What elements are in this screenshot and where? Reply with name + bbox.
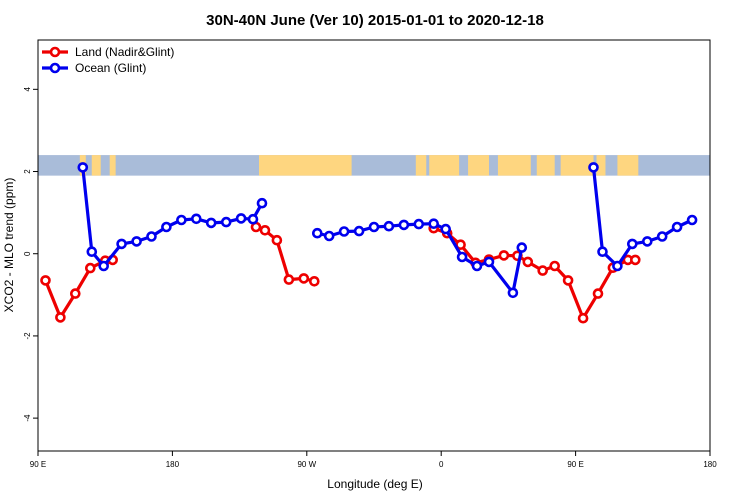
data-point-land [85, 262, 96, 274]
data-point-ocean [116, 238, 127, 250]
data-point-land [498, 250, 510, 261]
x-tick-label: 90 W [297, 460, 316, 469]
data-point-ocean [383, 220, 395, 232]
map-land-patch [596, 155, 606, 176]
legend-marker-ocean [49, 62, 61, 74]
map-ocean [38, 155, 710, 176]
data-point-ocean [413, 218, 425, 230]
data-point-ocean [86, 246, 98, 257]
x-tick-label: 180 [703, 460, 717, 469]
data-point-ocean [398, 219, 410, 231]
data-point-land [298, 273, 310, 284]
series-line-ocean [81, 167, 264, 268]
series-line-ocean [591, 167, 693, 268]
y-tick-label: -4 [23, 414, 32, 422]
data-point-ocean [507, 287, 519, 299]
plot-frame [37, 39, 711, 452]
legend-item-land: Land (Nadir&Glint) [42, 45, 174, 59]
data-point-land [70, 288, 81, 299]
data-point-ocean [311, 227, 323, 239]
map-land-patch [617, 155, 639, 176]
x-axis-label: Longitude (deg E) [327, 477, 422, 491]
data-point-ocean [456, 251, 468, 263]
legend-item-ocean: Ocean (Glint) [42, 61, 146, 75]
data-point-land [562, 275, 574, 286]
data-point-ocean [353, 225, 365, 237]
map-land-patch [536, 155, 555, 176]
y-tick-label: 4 [23, 87, 32, 92]
y-tick-label: 0 [23, 251, 32, 256]
data-point-ocean [516, 242, 528, 253]
data-point-ocean [440, 223, 452, 235]
axes-layer: 90 E 180 90 W 0 90 E 180 -4 -2 0 2 4 [23, 39, 717, 469]
x-tick-label: 0 [439, 460, 444, 469]
data-point-ocean [428, 218, 440, 229]
data-point-ocean [146, 231, 157, 242]
data-point-land [549, 260, 561, 272]
data-point-ocean [597, 246, 608, 257]
data-point-ocean [77, 162, 89, 173]
x-tick-label: 90 E [30, 460, 46, 469]
series-layer [40, 162, 698, 324]
data-point-land [522, 256, 534, 268]
data-point-ocean [191, 213, 202, 225]
map-land-patch [259, 155, 352, 176]
legend: Land (Nadir&Glint) Ocean (Glint) [42, 45, 174, 75]
data-point-ocean [656, 231, 668, 242]
data-point-land [308, 275, 320, 287]
data-point-ocean [176, 214, 187, 226]
data-point-ocean [220, 216, 232, 228]
legend-label-land: Land (Nadir&Glint) [75, 45, 174, 59]
x-tick-label: 90 E [567, 460, 583, 469]
data-point-ocean [161, 221, 172, 233]
data-point-ocean [612, 260, 623, 272]
data-point-ocean [131, 236, 142, 247]
data-point-ocean [588, 162, 599, 173]
data-point-land [537, 265, 549, 276]
map-land-patch [468, 155, 489, 176]
data-point-ocean [471, 260, 483, 272]
map-land-patch [429, 155, 460, 176]
x-tick-label: 180 [166, 460, 180, 469]
data-point-land [259, 225, 271, 236]
y-tick-label: -2 [23, 332, 32, 340]
data-point-ocean [247, 213, 259, 225]
data-point-ocean [323, 230, 335, 242]
data-point-land [55, 312, 66, 323]
chart-title: 30N-40N June (Ver 10) 2015-01-01 to 2020… [206, 12, 544, 29]
data-point-land [629, 254, 641, 266]
data-point-land [577, 312, 589, 324]
data-point-land [283, 274, 295, 285]
y-axis-label: XCO2 - MLO trend (ppm) [2, 178, 16, 313]
legend-marker-land [49, 46, 61, 58]
data-point-land [271, 234, 283, 246]
map-land-patch [91, 155, 101, 176]
data-point-ocean [671, 221, 683, 233]
data-point-ocean [483, 256, 495, 268]
map-land-patch [415, 155, 427, 176]
data-point-ocean [338, 226, 350, 237]
data-point-land [40, 275, 51, 286]
data-point-ocean [686, 214, 698, 226]
data-point-ocean [626, 238, 638, 250]
data-point-ocean [641, 236, 653, 247]
map-land-patch [109, 155, 116, 176]
data-point-ocean [235, 213, 247, 224]
series-line-land [433, 226, 636, 320]
y-tick-label: 2 [23, 169, 32, 174]
map-land-patch [497, 155, 531, 176]
data-point-ocean [205, 217, 217, 229]
data-point-ocean [98, 260, 109, 272]
legend-label-ocean: Ocean (Glint) [75, 61, 146, 75]
data-point-ocean [368, 221, 380, 233]
map-land-patch [560, 155, 594, 176]
data-point-land [592, 288, 604, 299]
map-land [79, 155, 639, 176]
world-map-band [38, 155, 710, 176]
data-point-ocean [256, 197, 268, 209]
